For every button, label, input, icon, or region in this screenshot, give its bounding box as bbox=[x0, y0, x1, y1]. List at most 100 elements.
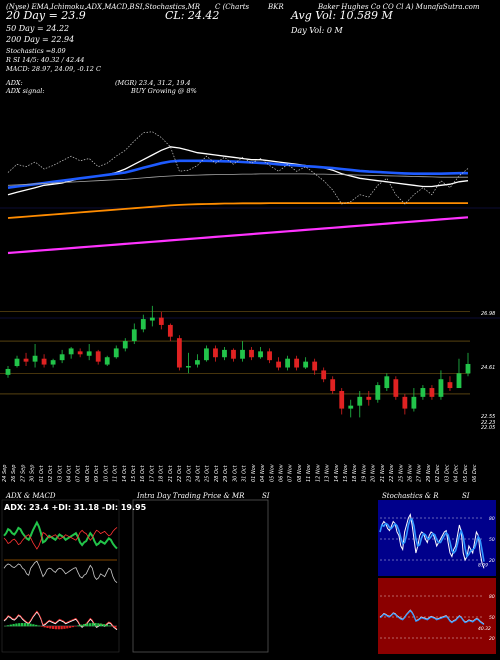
candle bbox=[357, 390, 363, 418]
candle-body bbox=[95, 351, 101, 362]
candle bbox=[14, 355, 20, 368]
macd-histogram-bar bbox=[6, 625, 10, 627]
macd-histogram-bar bbox=[49, 626, 52, 629]
macd-histogram-bar bbox=[15, 623, 18, 627]
date-label: 26 Sep bbox=[11, 465, 17, 482]
candle bbox=[258, 346, 263, 359]
macd-histogram-bar bbox=[71, 626, 75, 628]
macd-histogram-bar bbox=[18, 623, 21, 627]
date-label: 01 Oct bbox=[39, 464, 45, 482]
macd-histogram-bar bbox=[54, 626, 58, 630]
macd-histogram-bar bbox=[57, 626, 60, 630]
rsi-label: R SI 14/5: 40.32 / 42.44 bbox=[6, 56, 85, 64]
ema50-label: 50 Day = 24.22 bbox=[6, 24, 70, 33]
candle-body bbox=[339, 390, 345, 409]
candle bbox=[321, 367, 327, 383]
candle-body bbox=[249, 349, 254, 358]
date-label: 26 Nov bbox=[408, 463, 414, 482]
date-label: 18 Oct bbox=[159, 464, 165, 482]
date-label: 04 Oct bbox=[67, 464, 73, 482]
candle bbox=[213, 345, 218, 362]
candle-body bbox=[23, 358, 29, 362]
candle-body bbox=[258, 351, 263, 358]
macd-histogram-bar bbox=[114, 626, 117, 628]
candle-body bbox=[222, 349, 227, 358]
candle-body bbox=[294, 358, 300, 368]
candle-body bbox=[122, 341, 128, 349]
date-label: 11 Nov bbox=[306, 463, 312, 482]
avg-vol-label: Avg Vol: 10.589 M bbox=[291, 9, 393, 22]
date-label: 30 Sep bbox=[30, 465, 36, 482]
line-long bbox=[7, 216, 469, 255]
moving-average-lines bbox=[7, 131, 469, 255]
candle bbox=[294, 355, 300, 371]
date-label: 11 Oct bbox=[113, 464, 119, 482]
candle bbox=[50, 358, 56, 368]
line-ema100 bbox=[7, 173, 468, 186]
date-label: 10 Oct bbox=[103, 464, 109, 482]
rsi-axis-label: 80 bbox=[489, 594, 495, 600]
macd-histogram-bar bbox=[68, 626, 72, 628]
date-label: 15 Oct bbox=[131, 464, 137, 482]
stoch-d-line bbox=[379, 518, 485, 562]
stoch-si: SI bbox=[462, 492, 470, 500]
adx-label: ADX: bbox=[6, 79, 23, 87]
rsi-axis-label: 20 bbox=[489, 636, 495, 642]
date-label: 21 Nov bbox=[380, 463, 386, 482]
date-label: 27 Nov bbox=[417, 463, 423, 482]
candle-body bbox=[185, 366, 191, 368]
candle bbox=[140, 314, 146, 333]
candle bbox=[312, 358, 318, 375]
intraday-panel bbox=[132, 499, 269, 653]
date-label: 23 Oct bbox=[186, 464, 192, 482]
candlesticks bbox=[5, 305, 471, 418]
candle bbox=[393, 376, 399, 400]
candle bbox=[222, 346, 227, 361]
stochastics-label: Stochastics =8.09 bbox=[6, 47, 66, 55]
candle-body bbox=[456, 373, 462, 389]
stochastics-lines: 80 50 208.09 bbox=[379, 512, 495, 569]
candle-body bbox=[447, 382, 453, 389]
candle bbox=[59, 349, 65, 364]
candle-body bbox=[113, 348, 119, 358]
candle-body bbox=[438, 379, 444, 397]
macd-histogram-bar bbox=[37, 625, 41, 627]
macd-histogram-bar bbox=[66, 626, 69, 629]
date-label: 05 Nov bbox=[269, 463, 275, 482]
line-close-dotted bbox=[7, 131, 469, 205]
candle bbox=[32, 344, 38, 368]
date-axis: 24 Sep 26 Sep 27 Sep 30 Sep 01 Oct 02 Oct 03 O… bbox=[2, 463, 478, 482]
adx-values: (MGR) 23.4, 31.2, 19.4 bbox=[115, 79, 191, 87]
header-mid: SI,Stochastics,MR bbox=[135, 3, 201, 11]
candle bbox=[420, 385, 426, 400]
stoch-panel-title: Stochastics & R bbox=[382, 492, 439, 500]
macd-histogram-bar bbox=[9, 624, 12, 627]
candle bbox=[204, 345, 209, 362]
date-label: 14 Oct bbox=[122, 464, 128, 482]
candle-body bbox=[285, 358, 291, 368]
macd-histogram-bar bbox=[60, 626, 63, 630]
date-label: 02 Oct bbox=[48, 464, 54, 482]
price-label: 26.98 bbox=[481, 311, 495, 317]
close-label: CL: 24.42 bbox=[165, 9, 220, 22]
candle-body bbox=[321, 370, 327, 380]
candle bbox=[158, 311, 164, 330]
stochastics-panel bbox=[378, 500, 496, 576]
line-ema200 bbox=[7, 202, 468, 219]
candle-body bbox=[158, 317, 164, 325]
macd-line bbox=[3, 611, 118, 631]
candle-body bbox=[77, 351, 83, 355]
candle bbox=[429, 385, 435, 400]
date-label: 03 Oct bbox=[57, 464, 63, 482]
candle-body bbox=[195, 360, 200, 365]
candle bbox=[339, 388, 345, 415]
candle-body bbox=[86, 351, 92, 356]
candle bbox=[402, 393, 408, 415]
adx-line bbox=[3, 560, 118, 583]
date-label: 07 Nov bbox=[288, 463, 294, 482]
candle bbox=[185, 352, 191, 374]
date-label: 09 Oct bbox=[94, 464, 100, 482]
date-label: 30 Oct bbox=[232, 464, 238, 482]
